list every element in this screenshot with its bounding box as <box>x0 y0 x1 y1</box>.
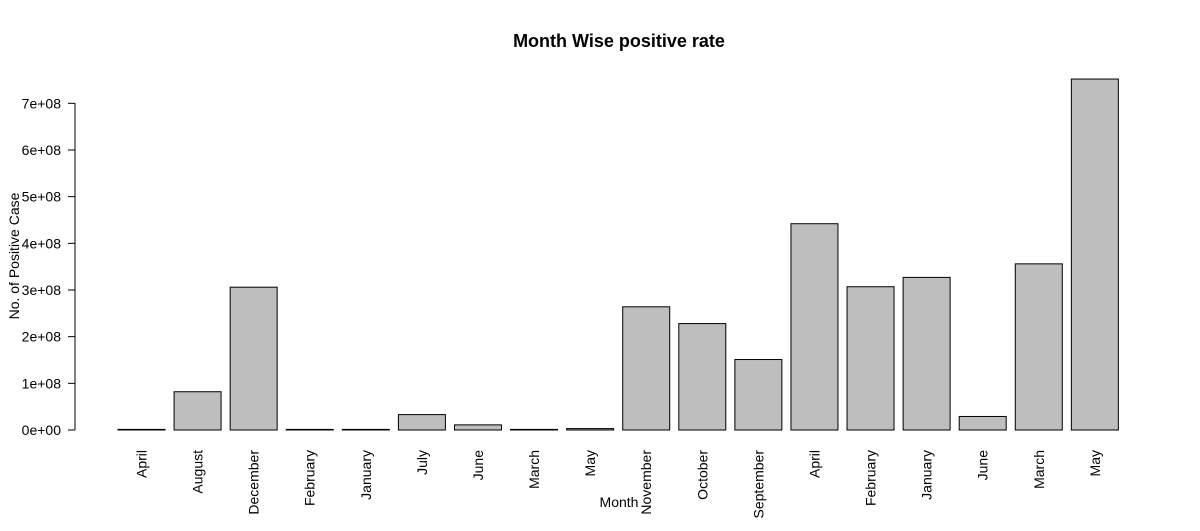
y-tick-label: 2e+08 <box>22 329 62 345</box>
bar-february <box>285 428 334 431</box>
bar-march <box>1014 263 1063 431</box>
x-tick-label: January <box>358 450 374 500</box>
y-tick-label: 0e+00 <box>22 422 62 438</box>
y-axis-label: No. of Positive Case <box>6 192 22 319</box>
bar-april <box>117 428 166 431</box>
x-tick-label: December <box>246 450 262 515</box>
x-tick-label: October <box>694 450 710 500</box>
y-tick-label: 5e+08 <box>22 189 62 205</box>
bar-september <box>734 359 783 431</box>
x-tick-label: April <box>134 450 150 478</box>
x-axis-label: Month <box>600 494 639 510</box>
x-tick-label: August <box>190 450 206 494</box>
bar-january <box>902 276 951 431</box>
y-tick-label: 7e+08 <box>22 95 62 111</box>
chart-title: Month Wise positive rate <box>513 31 725 51</box>
x-tick-label: June <box>470 450 486 481</box>
x-tick-label: May <box>1087 450 1103 476</box>
bar-june <box>958 415 1007 431</box>
x-tick-label: March <box>526 450 542 489</box>
y-tick-label: 4e+08 <box>22 235 62 251</box>
bar-december <box>229 286 278 431</box>
x-tick-labels: April August December February January July Ju… <box>134 450 1103 519</box>
x-tick-label: May <box>582 450 598 476</box>
bar-may <box>566 428 615 431</box>
bar-october <box>678 323 727 431</box>
x-tick-label: March <box>1031 450 1047 489</box>
x-tick-label: June <box>975 450 991 481</box>
x-tick-label: January <box>919 450 935 500</box>
bar-january <box>341 428 390 431</box>
bar-june <box>453 424 502 431</box>
x-tick-label: September <box>750 450 766 519</box>
bar-july <box>397 414 446 431</box>
y-tick-label: 3e+08 <box>22 282 62 298</box>
bar-may <box>1070 78 1119 431</box>
x-tick-label: February <box>302 450 318 506</box>
y-axis: 0e+00 1e+08 2e+08 3e+08 4e+08 5e+08 6e+08 7e+08 <box>22 95 76 438</box>
x-tick-label: April <box>806 450 822 478</box>
bar-february <box>846 286 895 431</box>
x-tick-label: November <box>638 450 654 515</box>
bar-august <box>173 391 222 431</box>
y-tick-label: 1e+08 <box>22 375 62 391</box>
bar-november <box>622 306 671 431</box>
x-tick-label: July <box>414 450 430 475</box>
y-tick-label: 6e+08 <box>22 142 62 158</box>
bars <box>117 78 1119 431</box>
bar-march <box>510 428 559 431</box>
x-tick-label: February <box>863 450 879 506</box>
bar-april <box>790 223 839 431</box>
